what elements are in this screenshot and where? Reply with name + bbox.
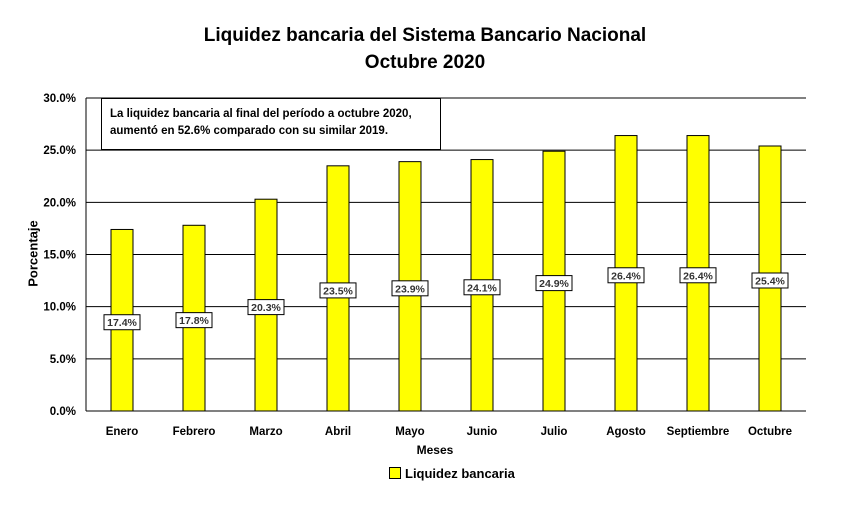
x-tick-label: Febrero (173, 426, 216, 438)
chart-title: Liquidez bancaria del Sistema Bancario N… (203, 25, 647, 46)
x-tick-label: Mayo (395, 426, 424, 438)
data-label: 26.4% (611, 270, 641, 282)
data-label: 23.5% (323, 285, 353, 297)
y-tick-label: 25.0% (43, 145, 76, 157)
x-tick-label: Marzo (249, 426, 282, 438)
data-label-box (463, 279, 501, 296)
data-label: 17.8% (179, 315, 209, 327)
data-label-box (175, 312, 213, 329)
data-label: 17.4% (107, 317, 137, 329)
x-tick-label: Abril (325, 426, 351, 438)
data-label-box (679, 267, 717, 284)
data-label-box (247, 299, 285, 316)
annotation-line-2: aumentó en 52.6% comparado con su simila… (110, 125, 389, 137)
x-tick-label: Octubre (748, 426, 792, 438)
legend: Liquidez bancaria (389, 465, 515, 481)
x-tick-label: Agosto (606, 426, 646, 438)
data-label-box (391, 280, 429, 297)
data-label: 26.4% (683, 270, 713, 282)
y-tick-label: 0.0% (50, 406, 76, 418)
data-label-box (607, 267, 645, 284)
annotation-box: La liquidez bancaria al final del períod… (101, 98, 441, 150)
data-label: 24.9% (539, 278, 569, 290)
annotation-line-1: La liquidez bancaria al final del períod… (110, 108, 412, 120)
data-label: 25.4% (755, 275, 785, 287)
data-label: 24.1% (467, 282, 497, 294)
legend-label: Liquidez bancaria (405, 465, 515, 481)
x-axis-label: Meses (416, 443, 454, 457)
x-tick-label: Enero (106, 426, 139, 438)
y-tick-label: 30.0% (43, 93, 76, 105)
x-tick-label: Junio (467, 426, 498, 438)
data-label-box (103, 314, 141, 331)
legend-swatch (389, 467, 401, 479)
data-label-box (751, 272, 789, 289)
x-tick-label: Septiembre (667, 426, 730, 438)
y-tick-label: 20.0% (43, 197, 76, 209)
y-tick-label: 10.0% (43, 302, 76, 314)
chart-subtitle: Octubre 2020 (364, 52, 486, 73)
data-label: 20.3% (251, 302, 281, 314)
y-tick-labels: 0.0% 5.0% 10.0% 15.0% 20.0% 25.0% 30.0% (43, 93, 76, 418)
y-tick-label: 15.0% (43, 250, 76, 262)
data-label: 23.9% (395, 283, 425, 295)
y-tick-label: 5.0% (50, 354, 76, 366)
x-tick-label: Julio (541, 426, 568, 438)
data-labels: 17.4% 17.8% 20.3% 23.5% 23.9% 24.1% 24.9% 26.4%… (103, 267, 789, 331)
data-label-box (319, 282, 357, 299)
y-axis-label: Porcentaje (25, 220, 41, 287)
data-label-box (535, 275, 573, 292)
x-tick-labels: Enero Febrero Marzo Abril Mayo Junio Julio Agos… (106, 426, 792, 438)
